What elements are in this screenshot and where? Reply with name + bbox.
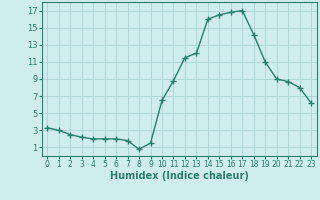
X-axis label: Humidex (Indice chaleur): Humidex (Indice chaleur) — [110, 171, 249, 181]
